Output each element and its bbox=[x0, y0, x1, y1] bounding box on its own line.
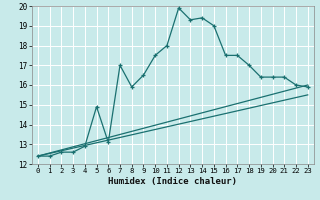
X-axis label: Humidex (Indice chaleur): Humidex (Indice chaleur) bbox=[108, 177, 237, 186]
